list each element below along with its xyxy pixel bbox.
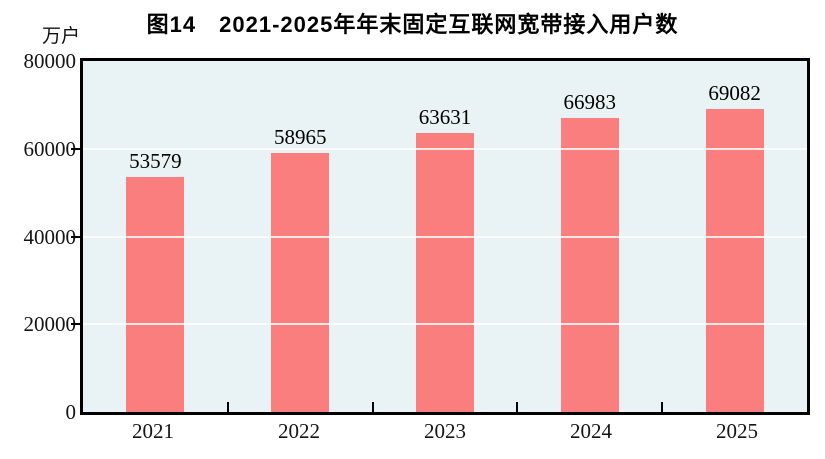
x-axis-label-2022: 2022 [278, 419, 320, 443]
y-axis-label-60000: 60000 [23, 136, 77, 161]
x-axis-tick [226, 402, 229, 412]
gridline-20000 [83, 323, 807, 326]
bar-value-label: 63631 [418, 104, 472, 129]
bar-2021 [126, 176, 185, 412]
bar-2025 [705, 108, 764, 412]
y-axis-label-40000: 40000 [23, 224, 77, 249]
x-axis-tick [516, 402, 519, 412]
bar-value-label: 58965 [273, 125, 327, 150]
y-axis-label-80000: 80000 [23, 49, 77, 73]
plot-area [80, 58, 810, 415]
bar-value-label: 53579 [129, 148, 182, 173]
x-axis-label-2023: 2023 [424, 419, 466, 443]
y-axis-tick [71, 323, 80, 326]
x-axis-tick [661, 402, 664, 412]
x-axis-label-2024: 2024 [570, 419, 612, 443]
gridline-60000 [83, 147, 807, 150]
y-axis-unit-label: 万户 [42, 26, 81, 47]
bar-2024 [560, 118, 619, 412]
gridline-40000 [83, 235, 807, 238]
x-axis-label-2025: 2025 [716, 419, 758, 443]
chart-title: 图14 2021-2025年年末固定互联网宽带接入用户数 [146, 12, 679, 37]
bar-2022 [271, 153, 330, 412]
x-axis-labels-group: 2021 2022 2023 2024 2025 [80, 419, 810, 444]
x-axis-label-2021: 2021 [132, 419, 174, 443]
y-axis-label-0: 0 [65, 400, 77, 424]
bar-2023 [416, 132, 474, 412]
y-axis-tick [71, 147, 80, 150]
bar-value-label: 69082 [708, 80, 761, 105]
y-axis-label-20000: 20000 [23, 312, 77, 337]
bar-value-label: 66983 [563, 90, 617, 115]
y-axis-tick [71, 235, 80, 238]
x-axis-tick [371, 402, 374, 412]
